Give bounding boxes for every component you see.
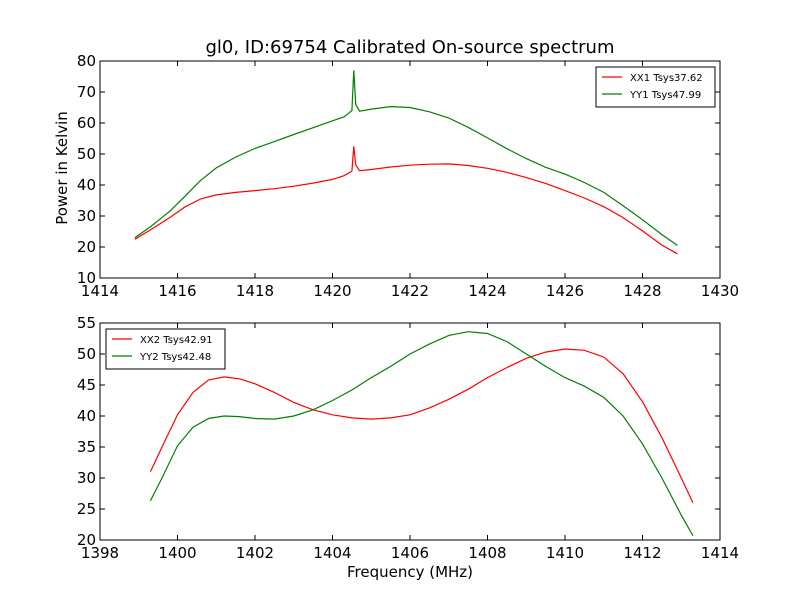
x-tick-label: 1424 bbox=[468, 282, 506, 300]
chart-title: gl0, ID:69754 Calibrated On-source spect… bbox=[205, 37, 614, 58]
series-line-2 bbox=[149, 331, 694, 536]
y-tick-label: 25 bbox=[77, 500, 96, 518]
y-tick-label: 60 bbox=[77, 114, 96, 132]
x-tick-label: 1412 bbox=[623, 544, 661, 562]
top-axes: 1414 1416 1418 1420 1422 1424 1426 1428 1430 10 20… bbox=[77, 52, 739, 300]
series-line-1 bbox=[134, 146, 678, 255]
y-tick-label: 20 bbox=[77, 238, 96, 256]
x-tick-label: 1418 bbox=[236, 282, 274, 300]
x-tick-label: 1410 bbox=[546, 544, 584, 562]
x-tick-label: 1430 bbox=[701, 282, 739, 300]
x-tick-label: 1414 bbox=[701, 544, 739, 562]
y-tick-label: 45 bbox=[77, 376, 96, 394]
x-tick-label: 1416 bbox=[158, 282, 196, 300]
x-tick-label: 1428 bbox=[623, 282, 661, 300]
x-tick-label: 1400 bbox=[158, 544, 196, 562]
legend-entry: YY1 Tsys47.99 bbox=[629, 90, 701, 101]
y-tick-label: 50 bbox=[77, 145, 96, 163]
y-tick-label: 30 bbox=[77, 469, 96, 487]
x-tick-label: 1398 bbox=[81, 544, 119, 562]
legend: XX1 Tsys37.62 YY1 Tsys47.99 bbox=[595, 66, 716, 108]
series-line-1 bbox=[149, 348, 694, 504]
y-tick-label: 40 bbox=[77, 176, 96, 194]
y-axis-label: Power in Kelvin bbox=[53, 111, 71, 225]
legend-box bbox=[105, 328, 226, 370]
y-tick-label: 70 bbox=[77, 83, 96, 101]
x-tick-label: 1420 bbox=[313, 282, 351, 300]
x-tick-label: 1402 bbox=[236, 544, 274, 562]
x-tick-label: 1422 bbox=[391, 282, 429, 300]
x-axis-label: Frequency (MHz) bbox=[347, 563, 473, 581]
series-line-2 bbox=[134, 70, 678, 246]
x-tick-label: 1406 bbox=[391, 544, 429, 562]
y-tick-label: 35 bbox=[77, 438, 96, 456]
x-tick-label: 1414 bbox=[81, 282, 119, 300]
legend-entry: XX1 Tsys37.62 bbox=[630, 73, 703, 84]
bottom-axes: 1398 1400 1402 1404 1406 1408 1410 1412 1414 20 25… bbox=[77, 314, 739, 562]
y-tick-label: 10 bbox=[77, 269, 96, 287]
y-tick-label: 20 bbox=[77, 531, 96, 549]
x-tick-label: 1404 bbox=[313, 544, 351, 562]
x-tick-label: 1426 bbox=[546, 282, 584, 300]
legend-entry: XX2 Tsys42.91 bbox=[140, 335, 213, 346]
legend-entry: YY2 Tsys42.48 bbox=[139, 352, 211, 363]
legend-box bbox=[595, 66, 716, 108]
y-tick-label: 30 bbox=[77, 207, 96, 225]
y-tick-label: 80 bbox=[77, 52, 96, 70]
y-tick-label: 40 bbox=[77, 407, 96, 425]
y-tick-label: 55 bbox=[77, 314, 96, 332]
y-tick-label: 50 bbox=[77, 345, 96, 363]
x-tick-label: 1408 bbox=[468, 544, 506, 562]
legend: XX2 Tsys42.91 YY2 Tsys42.48 bbox=[105, 328, 226, 370]
